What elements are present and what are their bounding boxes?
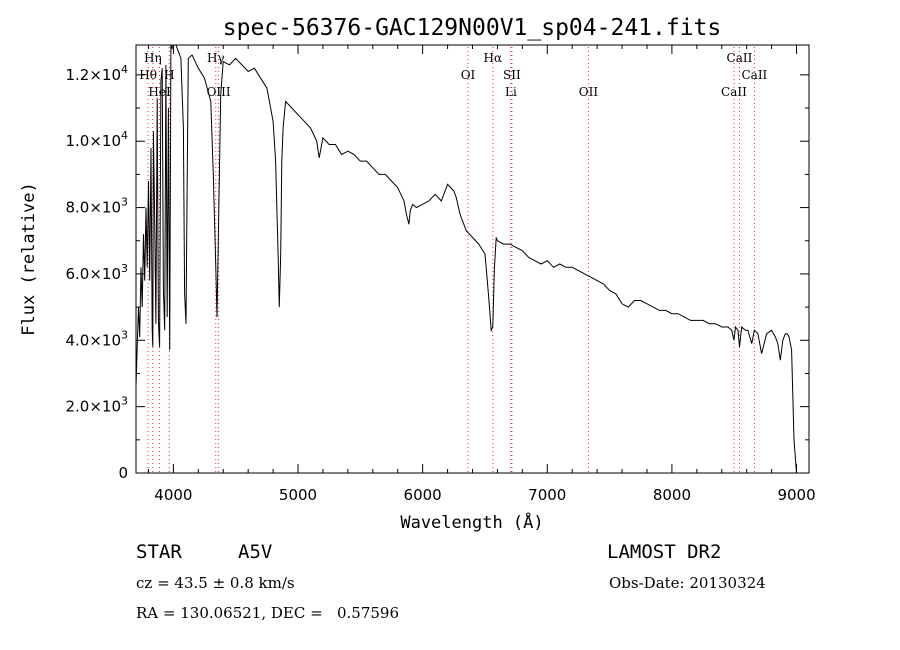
spectral-line-label: Hγ [207,51,225,65]
x-tick-label: 8000 [653,486,691,504]
y-tick-label: 8.0×103 [65,196,128,217]
coordinates-info: RA = 130.06521, DEC = 0.57596 [136,604,400,622]
spectral-line-label: OII [579,85,599,99]
spectral-line-label: Hη [144,51,162,65]
spectral-line-label: OIII [207,85,231,99]
plot-frame [135,44,810,474]
object-type: STAR [136,541,182,563]
y-tick-label: 2.0×103 [65,395,128,416]
spectral-line-labels: Hη Hθ H HeI Hγ OIII Hα OI SII Li OII CaII CaII CaII [139,51,767,99]
spectral-line-label: OI [461,68,476,82]
y-tick-label: 6.0×103 [65,262,128,283]
spectral-line-label: CaII [741,68,767,82]
x-axis-label: Wavelength (Å) [400,511,543,533]
spectral-line-label: Hα [484,51,503,65]
x-tick-label: 9000 [777,486,815,504]
spectral-class: A5V [238,541,273,563]
y-axis-ticks: 0 2.0×103 4.0×103 6.0×103 8.0×103 1.0×104 1.2×… [65,63,809,482]
y-tick-label: 0 [118,464,128,482]
x-axis-ticks: 4000 5000 6000 7000 8000 9000 [147,45,816,504]
chart-title: spec-56376-GAC129N00V1_sp04-241.fits [223,15,722,41]
y-tick-label: 4.0×103 [65,328,128,349]
spectral-line-label: Li [505,85,517,99]
spectral-line-label: CaII [727,51,753,65]
spectral-line-label: H [164,68,174,82]
x-tick-label: 6000 [404,486,442,504]
x-tick-label: 5000 [279,486,317,504]
spectral-line-label: Hθ [139,68,157,82]
spectral-line-label: CaII [721,85,747,99]
x-tick-label: 7000 [528,486,566,504]
spectrum-series-line [135,44,797,474]
x-tick-label: 4000 [154,486,192,504]
spectral-line-markers [147,47,755,473]
y-tick-label: 1.2×104 [65,63,128,84]
y-tick-label: 1.0×104 [65,129,128,150]
y-axis-label: Flux (relative) [19,182,39,336]
spectral-line-label: HeI [148,85,171,99]
redshift-info: cz = 43.5 ± 0.8 km/s [136,574,295,592]
observation-date: Obs-Date: 20130324 [609,574,766,592]
survey-name: LAMOST DR2 [607,541,722,563]
spectral-line-label: SII [503,68,521,82]
